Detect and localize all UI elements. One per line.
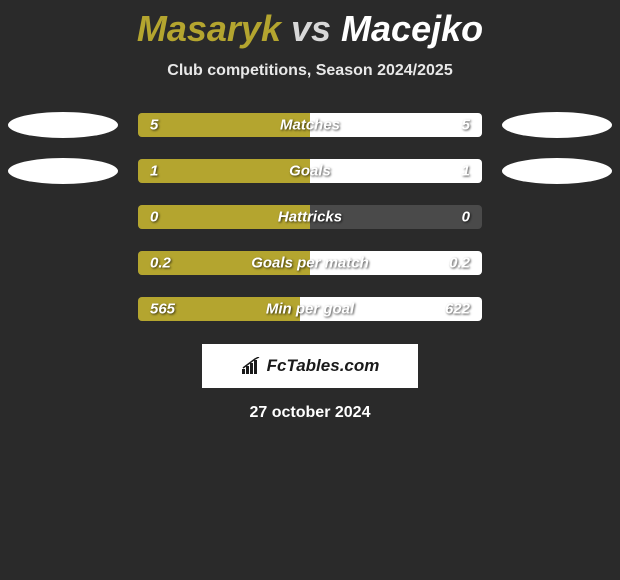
stat-row: 0 0 Hattricks [0, 194, 620, 240]
left-ellipse [8, 158, 118, 184]
logo-text: FcTables.com [267, 356, 380, 376]
stat-row: 565 622 Min per goal [0, 286, 620, 332]
left-value: 0.2 [150, 255, 171, 272]
right-ellipse [502, 112, 612, 138]
right-value: 622 [445, 301, 470, 318]
metric-label: Matches [280, 117, 340, 134]
player1-name: Masaryk [137, 8, 281, 49]
logo-box: FcTables.com [202, 344, 418, 388]
right-value: 1 [462, 163, 470, 180]
stat-row: 5 5 Matches [0, 102, 620, 148]
right-ellipse [502, 158, 612, 184]
left-value: 0 [150, 209, 158, 226]
bar-left-fill [138, 159, 310, 183]
metric-label: Min per goal [266, 301, 354, 318]
left-value: 1 [150, 163, 158, 180]
right-value: 5 [462, 117, 470, 134]
comparison-title: Masaryk vs Macejko [0, 0, 620, 52]
vs-text: vs [291, 8, 331, 49]
metric-label: Goals [289, 163, 331, 180]
left-value: 5 [150, 117, 158, 134]
metric-label: Goals per match [251, 255, 369, 272]
bars-icon [241, 357, 263, 375]
stat-row: 0.2 0.2 Goals per match [0, 240, 620, 286]
bar-right-fill [310, 159, 482, 183]
metric-label: Hattricks [278, 209, 342, 226]
subtitle: Club competitions, Season 2024/2025 [0, 52, 620, 102]
left-value: 565 [150, 301, 175, 318]
left-ellipse [8, 112, 118, 138]
stats-rows: 5 5 Matches 1 1 Goals 0 0 Hattricks 0.2 0.2 Goals p… [0, 102, 620, 332]
player2-name: Macejko [341, 8, 483, 49]
right-value: 0 [462, 209, 470, 226]
right-value: 0.2 [449, 255, 470, 272]
date-text: 27 october 2024 [0, 388, 620, 422]
stat-row: 1 1 Goals [0, 148, 620, 194]
